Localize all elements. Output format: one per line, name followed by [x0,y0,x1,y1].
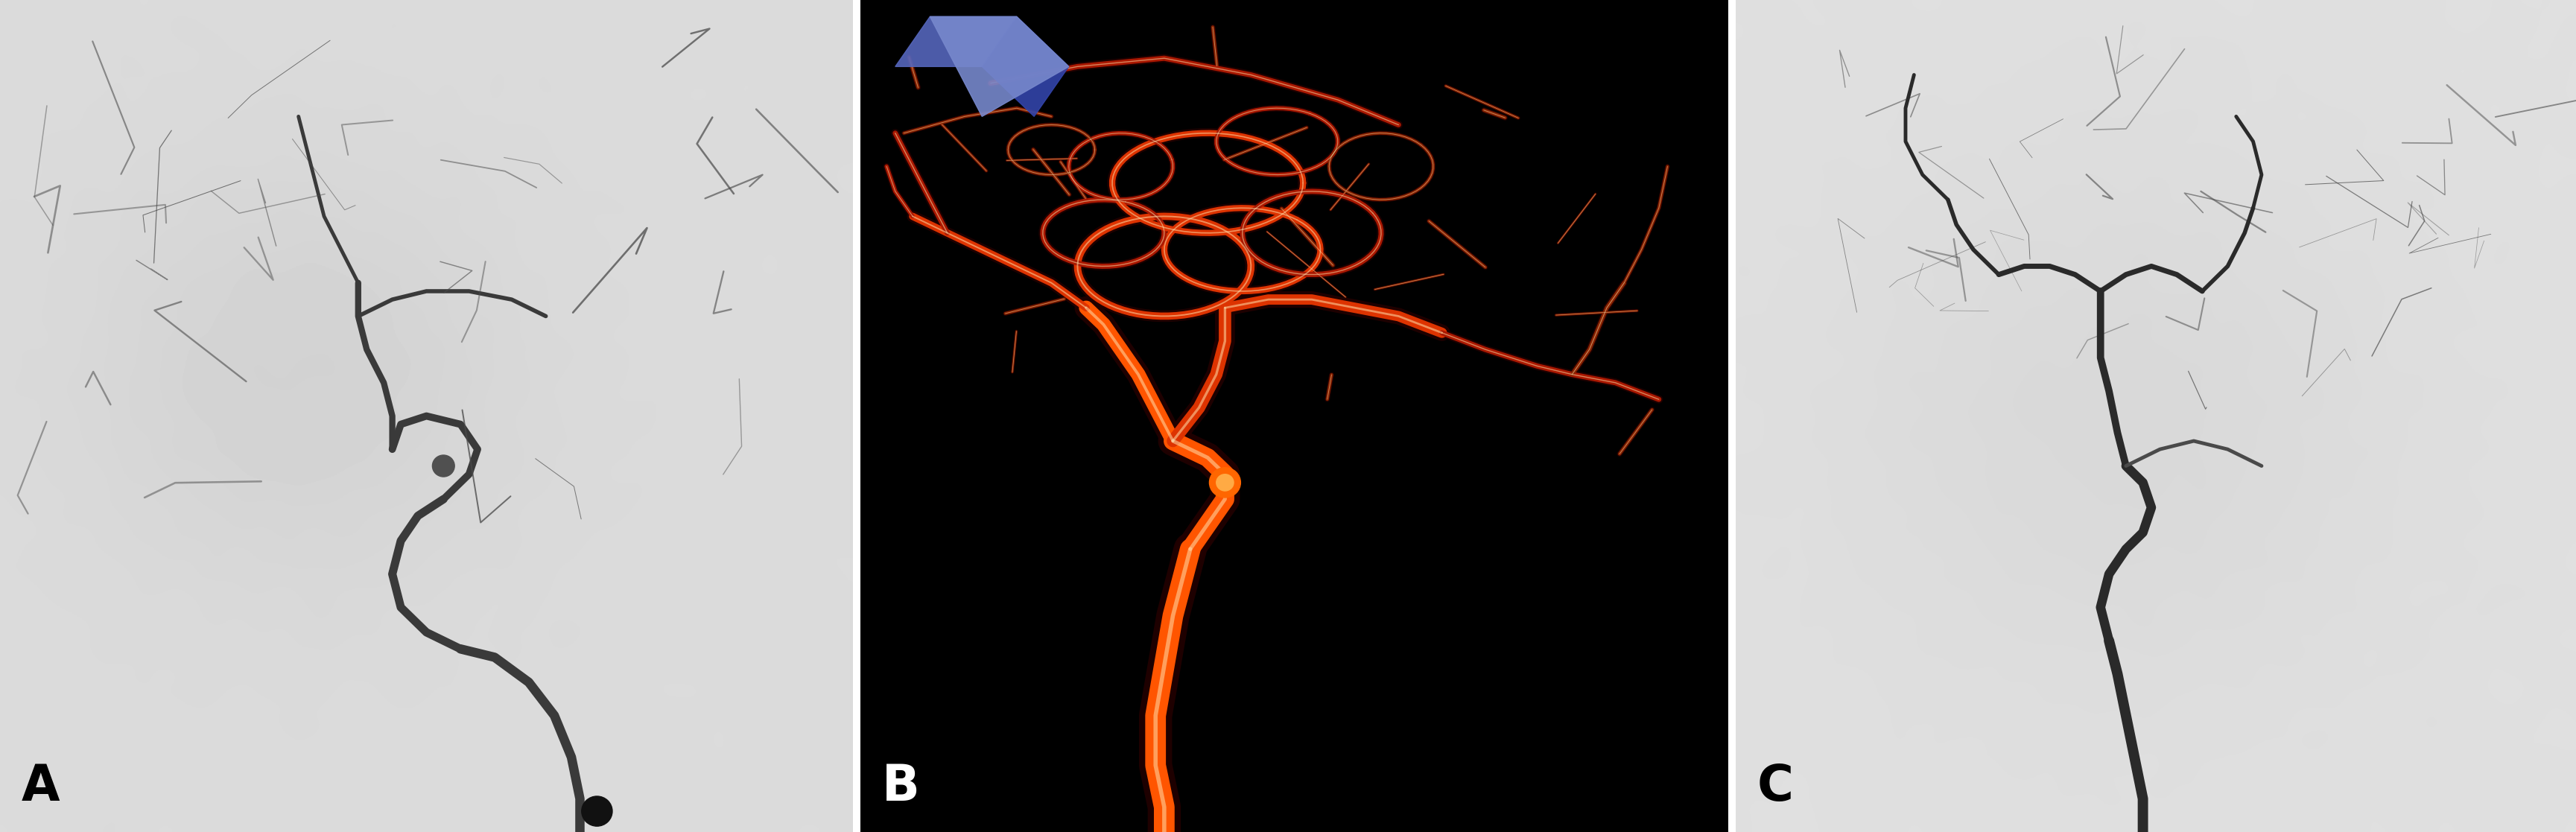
Text: A: A [21,762,59,811]
Circle shape [1208,468,1242,498]
Polygon shape [930,17,1069,116]
Polygon shape [981,17,1069,116]
Text: B: B [881,762,920,811]
Circle shape [582,796,613,826]
Polygon shape [896,17,1018,67]
Circle shape [1216,474,1234,491]
Text: C: C [1757,762,1793,811]
Circle shape [433,455,453,477]
